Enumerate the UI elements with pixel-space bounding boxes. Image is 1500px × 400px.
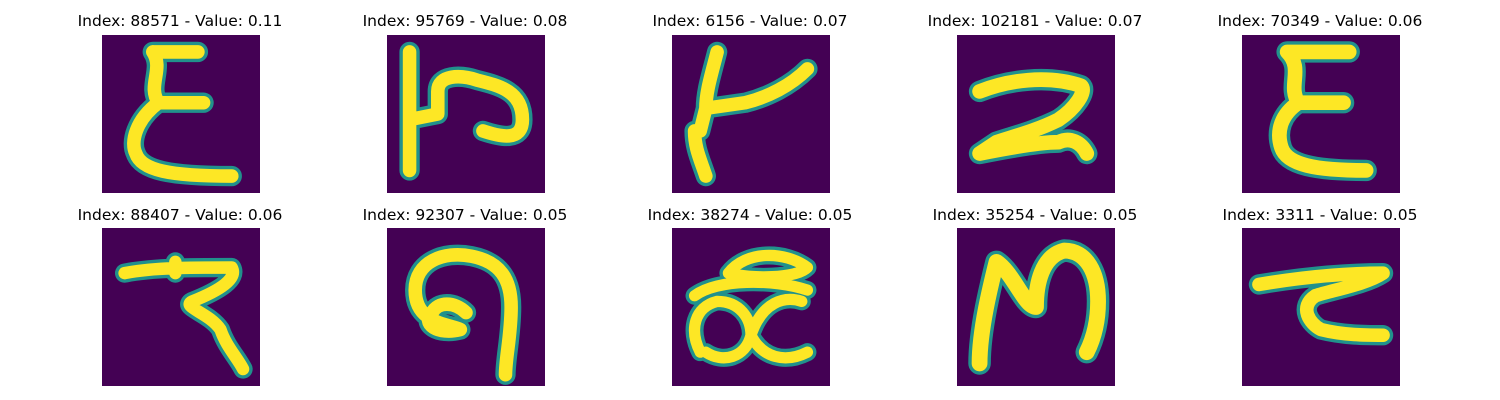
panel-title: Index: 35254 - Value: 0.05 (932, 206, 1138, 224)
panel-title: Index: 92307 - Value: 0.05 (362, 206, 568, 224)
panel-title: Index: 88407 - Value: 0.06 (77, 206, 283, 224)
glyph-image (672, 35, 830, 193)
glyph-image (957, 35, 1115, 193)
glyph-image (957, 228, 1115, 386)
glyph-image (387, 228, 545, 386)
panel-title: Index: 88571 - Value: 0.11 (77, 12, 283, 30)
panel-title: Index: 38274 - Value: 0.05 (647, 206, 853, 224)
panel-title: Index: 3311 - Value: 0.05 (1222, 206, 1418, 224)
panel-title: Index: 70349 - Value: 0.06 (1217, 12, 1423, 30)
panel-title: Index: 102181 - Value: 0.07 (927, 12, 1143, 30)
glyph-image (102, 228, 260, 386)
glyph-image (102, 35, 260, 193)
glyph-image (1242, 228, 1400, 386)
panel-title: Index: 95769 - Value: 0.08 (362, 12, 568, 30)
glyph-image (387, 35, 545, 193)
glyph-image (672, 228, 830, 386)
panel-title: Index: 6156 - Value: 0.07 (652, 12, 848, 30)
glyph-image (1242, 35, 1400, 193)
